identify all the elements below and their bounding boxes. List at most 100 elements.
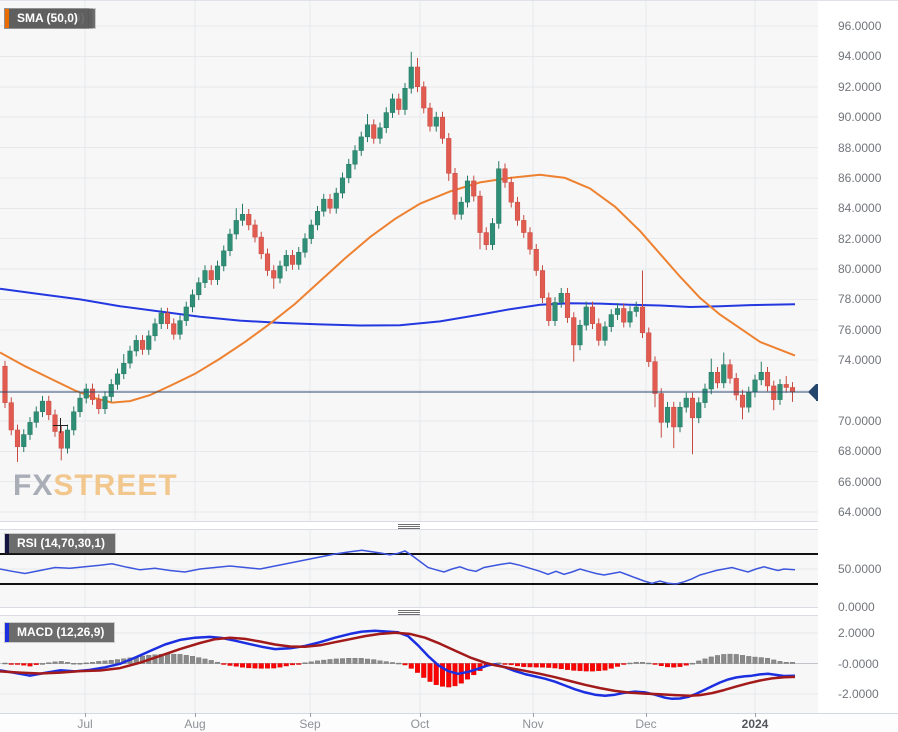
price-tick-label: 80.0000 [838,262,882,276]
time-axis-label: 2024 [741,717,769,731]
macd-histogram-bar [508,663,514,666]
price-tick-label: 78.0000 [838,292,882,307]
price-tick-label: 68.0000 [838,444,882,459]
macd-histogram-bar [408,663,414,669]
macd-panel[interactable] [0,616,819,713]
macd-histogram-bar [752,656,758,664]
macd-histogram-bar [383,661,389,664]
macd-histogram-bar [590,663,596,672]
candle-body [64,429,71,449]
candle-body [677,406,683,428]
macd-histogram-bar [346,658,352,664]
candle-body [39,400,46,413]
macd-histogram-bar [283,663,289,667]
candle-body [346,163,352,179]
rsi-panel[interactable] [0,530,819,607]
time-axis-label: Sep [299,717,321,731]
time-axis[interactable]: Jul Aug Sep Oct Nov Dec 2024 [0,713,898,732]
macd-tick-label: -0.0000 [838,656,879,671]
macd-histogram-bar [677,663,683,667]
macd-histogram-bar [290,663,296,666]
macd-signal-line [0,631,796,697]
candle-body [383,112,389,129]
sma200-line [0,287,796,327]
candle-body [502,168,508,183]
price-axis[interactable]: 96.0000 94.0000 92.0000 90.0000 88.0000 86.00… [818,1,898,713]
macd-histogram-bar [777,661,783,664]
macd-histogram-bar [527,663,533,668]
macd-histogram-bar [340,658,346,664]
macd-histogram-bar [758,657,764,664]
candle-body [739,394,746,408]
macd-histogram-bar [46,662,52,664]
price-tick-label: 64.0000 [838,505,882,519]
macd-histogram-bar [246,663,252,669]
candle-body [8,402,14,431]
candle-body [183,306,189,321]
macd-histogram-bar [21,663,27,666]
macd-histogram-bar [621,663,627,665]
macd-histogram-bar [565,663,571,670]
macd-histogram-bar [671,663,677,668]
macd-canvas[interactable] [0,616,818,713]
macd-histogram-bar [321,659,327,664]
candle-body [496,168,502,224]
candle-body [146,335,152,350]
candle-body [721,364,727,384]
candle-body [196,282,202,296]
rsi-tick-label: 50.0000 [838,562,882,576]
macd-histogram-bar [440,663,446,687]
candle-body [102,396,108,409]
macd-histogram-bar [221,663,227,665]
macd-histogram-bar [89,662,95,664]
candle-body [764,372,771,387]
rsi-indicator-label[interactable]: RSI (14,70,30,1) [5,534,116,553]
time-axis-tick [195,713,196,717]
candle-body [358,136,364,151]
macd-histogram-bar [71,663,77,665]
main-chart-panel[interactable] [0,1,819,521]
candle-body [133,340,139,352]
candle-body [589,306,596,324]
candle-body [564,293,571,318]
candle-body [646,332,652,362]
watermark-fx: FX [13,469,54,502]
candle-body [46,400,52,416]
divider-grip-icon[interactable] [398,523,420,530]
candle-body [552,302,558,321]
macd-histogram-bar [402,663,408,666]
divider-grip-icon[interactable] [398,609,420,616]
macd-color-bar [5,623,9,642]
time-axis-tick [310,713,311,717]
macd-histogram-bar [633,661,639,664]
macd-label-text: MACD (12,26,9) [17,625,105,639]
candle-body [414,66,421,87]
macd-histogram-bar [239,663,245,668]
macd-histogram-bar [583,663,589,672]
candle-body [289,255,296,265]
rsi-canvas[interactable] [0,530,818,607]
macd-histogram-bar [790,662,796,664]
main-chart-canvas[interactable] [0,1,818,521]
candle-body [521,220,527,233]
macd-indicator-label[interactable]: MACD (12,26,9) [5,623,115,642]
macd-histogram-bar [783,662,789,664]
candle-body [139,340,146,350]
macd-histogram-bar [521,663,527,667]
candle-body [258,236,264,255]
macd-histogram-bar [608,663,614,669]
candle-body [377,127,383,139]
price-tick-label: 74.0000 [838,353,882,368]
candle-body [52,414,58,432]
sma50-color-bar [5,9,9,28]
macd-histogram-bar [27,663,33,667]
candle-body [733,378,739,396]
candle-body [758,372,764,381]
candle-body [596,323,602,341]
candle-body [364,124,371,138]
candle-body [314,211,321,226]
macd-histogram-bar [696,660,702,664]
legend-sma50[interactable]: SMA (50,0) [5,9,88,28]
macd-histogram-bar [139,655,145,664]
candle-body [371,124,377,139]
